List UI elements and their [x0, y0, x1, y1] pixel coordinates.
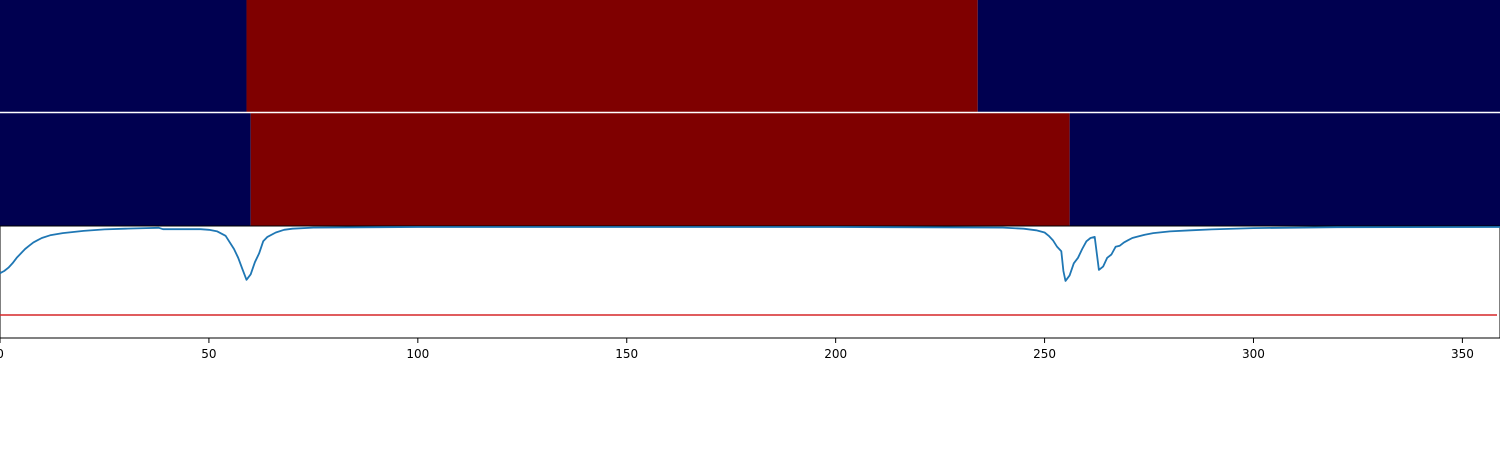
x-tick-label-350: 350	[1451, 347, 1474, 361]
line-panel-frame	[0, 225, 1500, 339]
x-axis: 0 50 100 150 200 250 300 350	[0, 338, 1474, 361]
x-tick-label-50: 50	[201, 347, 216, 361]
row-1-segment-2-high	[246, 0, 978, 112]
x-tick-label-200: 200	[824, 347, 847, 361]
row-2-segment-2-high	[250, 113, 1070, 226]
series-line	[0, 226, 1500, 282]
x-tick-label-300: 300	[1242, 347, 1265, 361]
x-tick-label-250: 250	[1033, 347, 1056, 361]
x-tick-label-150: 150	[615, 347, 638, 361]
x-tick-label-0: 0	[0, 347, 4, 361]
heatmap-row-2	[0, 113, 1500, 226]
row-1-segment-3-low	[977, 0, 1500, 112]
heatmap-row-1	[0, 0, 1500, 112]
row-2-segment-1-low	[0, 113, 251, 226]
x-tick-label-100: 100	[406, 347, 429, 361]
row-2-segment-3-low	[1069, 113, 1500, 226]
row-1-segment-1-low	[0, 0, 247, 112]
